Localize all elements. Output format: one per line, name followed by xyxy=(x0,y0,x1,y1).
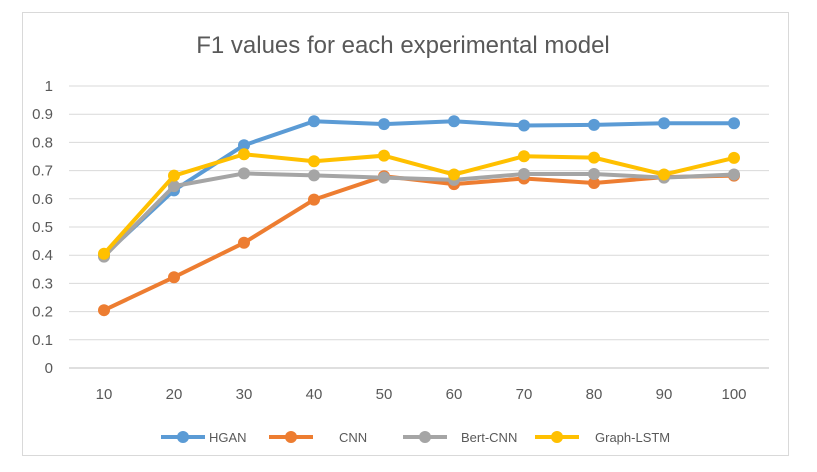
data-point xyxy=(518,167,530,180)
y-tick-label: 0 xyxy=(45,360,53,377)
legend-marker xyxy=(285,431,297,443)
data-point xyxy=(658,117,670,130)
legend-item: CNN xyxy=(269,430,367,445)
data-point xyxy=(168,180,180,193)
y-tick-label: 0.4 xyxy=(32,247,53,264)
series-line xyxy=(102,173,736,313)
legend-marker xyxy=(177,431,189,443)
x-tick-label: 10 xyxy=(96,386,113,403)
line-chart: F1 values for each experimental model 00… xyxy=(32,32,769,445)
x-tick-label: 30 xyxy=(236,386,253,403)
data-point xyxy=(308,193,320,206)
data-point xyxy=(588,177,600,190)
legend-marker xyxy=(551,431,563,443)
data-point xyxy=(588,167,600,180)
y-tick-label: 1 xyxy=(45,78,53,95)
y-tick-label: 0.6 xyxy=(32,191,53,208)
legend-item: HGAN xyxy=(161,430,247,445)
data-point xyxy=(238,236,250,249)
chart-title: F1 values for each experimental model xyxy=(196,32,610,59)
data-point xyxy=(168,169,180,182)
data-point xyxy=(308,169,320,182)
series-lines xyxy=(98,115,740,317)
data-point xyxy=(238,167,250,180)
x-axis-ticks: 10 20 30 40 50 60 70 80 90 100 xyxy=(96,386,747,403)
series-line xyxy=(102,171,736,259)
series-hgan xyxy=(98,115,740,262)
data-point xyxy=(378,118,390,131)
gridlines xyxy=(69,85,769,369)
series-line xyxy=(102,152,736,256)
y-tick-label: 0.7 xyxy=(32,163,53,180)
series-graph-lstm xyxy=(98,148,740,260)
x-tick-label: 80 xyxy=(586,386,603,403)
data-point xyxy=(728,151,740,164)
data-point xyxy=(378,171,390,184)
y-tick-label: 0.8 xyxy=(32,134,53,151)
data-point xyxy=(448,115,460,128)
data-point xyxy=(378,149,390,162)
legend-label: Graph-LSTM xyxy=(595,430,670,445)
series-line xyxy=(102,119,736,258)
legend-label: HGAN xyxy=(209,430,247,445)
y-axis-ticks: 0 0.1 0.2 0.3 0.4 0.5 0.6 0.7 0.8 0.9 1 xyxy=(32,78,53,377)
data-point xyxy=(98,247,110,260)
x-tick-label: 90 xyxy=(656,386,673,403)
x-tick-label: 20 xyxy=(166,386,183,403)
data-point xyxy=(98,304,110,317)
data-point xyxy=(518,119,530,132)
legend-item: Bert-CNN xyxy=(403,430,517,445)
data-point xyxy=(308,115,320,128)
legend-marker xyxy=(419,431,431,443)
data-point xyxy=(238,148,250,161)
legend-label: CNN xyxy=(339,430,367,445)
data-point xyxy=(588,151,600,164)
y-tick-label: 0.9 xyxy=(32,106,53,123)
legend-label: Bert-CNN xyxy=(461,430,517,445)
x-tick-label: 50 xyxy=(376,386,393,403)
data-point xyxy=(728,168,740,181)
data-point xyxy=(448,168,460,181)
x-tick-label: 60 xyxy=(446,386,463,403)
x-tick-label: 70 xyxy=(516,386,533,403)
data-point xyxy=(238,139,250,152)
y-tick-label: 0.3 xyxy=(32,275,53,292)
data-point xyxy=(728,117,740,130)
data-point xyxy=(308,155,320,168)
data-point xyxy=(518,150,530,163)
y-tick-label: 0.5 xyxy=(32,219,53,236)
y-tick-label: 0.2 xyxy=(32,304,53,321)
legend: HGAN CNN Bert-CNN Graph-LSTM xyxy=(161,430,670,445)
data-point xyxy=(168,271,180,284)
series-cnn xyxy=(98,169,740,317)
legend-item: Graph-LSTM xyxy=(535,430,670,445)
data-point xyxy=(658,168,670,181)
data-point xyxy=(588,118,600,131)
x-tick-label: 100 xyxy=(721,386,746,403)
x-tick-label: 40 xyxy=(306,386,323,403)
y-tick-label: 0.1 xyxy=(32,332,53,349)
